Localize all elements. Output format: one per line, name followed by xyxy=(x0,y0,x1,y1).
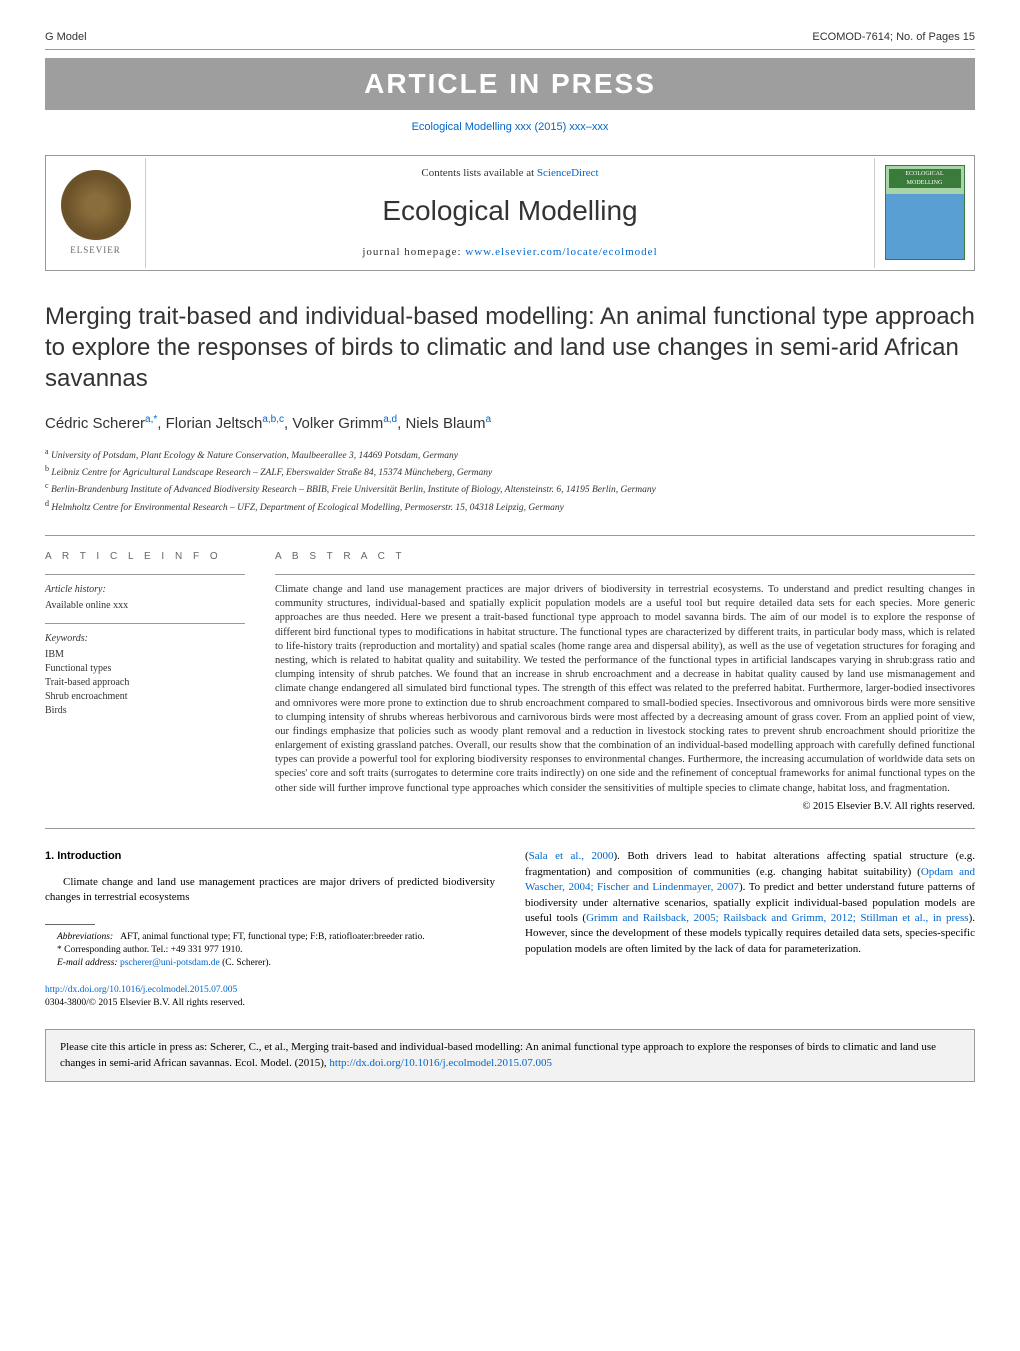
intro-para-2: (Sala et al., 2000). Both drivers lead t… xyxy=(525,849,975,957)
article-info: A R T I C L E I N F O Article history: A… xyxy=(45,550,245,814)
main-columns: 1. Introduction Climate change and land … xyxy=(45,849,975,1009)
abstract-column: A B S T R A C T Climate change and land … xyxy=(275,550,975,814)
email-link[interactable]: pscherer@uni-potsdam.de xyxy=(120,958,220,968)
ref-grimm[interactable]: Grimm and Railsback, 2005; Railsback and… xyxy=(586,912,968,924)
abstract-text: Climate change and land use management p… xyxy=(275,583,975,796)
keywords-label: Keywords: xyxy=(45,632,245,646)
author-2: Volker Grimma,d xyxy=(292,415,397,432)
elsevier-tree-icon xyxy=(61,170,131,240)
affiliation-d: d Helmholtz Centre for Environmental Res… xyxy=(45,498,975,515)
article-history-text: Available online xxx xyxy=(45,599,245,613)
issn-line: 0304-3800/© 2015 Elsevier B.V. All right… xyxy=(45,998,245,1008)
doi-link[interactable]: http://dx.doi.org/10.1016/j.ecolmodel.20… xyxy=(45,985,237,995)
article-info-heading: A R T I C L E I N F O xyxy=(45,550,245,564)
elsevier-label: ELSEVIER xyxy=(70,244,121,257)
gmodel-header: G Model ECOMOD-7614; No. of Pages 15 xyxy=(45,30,975,50)
keyword-4: Birds xyxy=(45,704,245,718)
footnote-abbrev: Abbreviations: AFT, animal functional ty… xyxy=(45,931,495,944)
homepage-prefix: journal homepage: xyxy=(362,246,465,258)
authors: Cédric Scherera,*, Florian Jeltscha,b,c,… xyxy=(45,413,975,434)
keyword-2: Trait-based approach xyxy=(45,676,245,690)
elsevier-logo: ELSEVIER xyxy=(46,158,146,268)
contents-lists: Contents lists available at ScienceDirec… xyxy=(156,166,864,181)
affiliation-b: b Leibniz Centre for Agricultural Landsc… xyxy=(45,463,975,480)
footnote-corresponding: * Corresponding author. Tel.: +49 331 97… xyxy=(45,944,495,957)
author-3: Niels Blauma xyxy=(405,415,491,432)
left-column: 1. Introduction Climate change and land … xyxy=(45,849,495,1009)
footnotes-divider xyxy=(45,924,95,925)
journal-ref-link[interactable]: Ecological Modelling xxx (2015) xxx–xxx xyxy=(412,121,609,133)
keyword-3: Shrub encroachment xyxy=(45,690,245,704)
abstract-heading: A B S T R A C T xyxy=(275,550,975,564)
journal-ref-line: Ecological Modelling xxx (2015) xxx–xxx xyxy=(45,120,975,135)
journal-name: Ecological Modelling xyxy=(156,191,864,230)
affiliation-c: c Berlin-Brandenburg Institute of Advanc… xyxy=(45,480,975,497)
introduction-heading: 1. Introduction xyxy=(45,849,495,864)
right-column: (Sala et al., 2000). Both drivers lead t… xyxy=(525,849,975,1009)
cover-thumb-label: ECOLOGICAL MODELLING xyxy=(889,169,961,188)
keyword-0: IBM xyxy=(45,648,245,662)
author-0: Cédric Scherera,* xyxy=(45,415,157,432)
sciencedirect-link[interactable]: ScienceDirect xyxy=(537,167,599,179)
intro-para-1: Climate change and land use management p… xyxy=(45,875,495,906)
doi-block: http://dx.doi.org/10.1016/j.ecolmodel.20… xyxy=(45,984,495,1009)
keyword-1: Functional types xyxy=(45,662,245,676)
abstract-copyright: © 2015 Elsevier B.V. All rights reserved… xyxy=(275,800,975,815)
contents-lists-prefix: Contents lists available at xyxy=(421,167,536,179)
footnote-email: E-mail address: pscherer@uni-potsdam.de … xyxy=(45,957,495,970)
journal-homepage: journal homepage: www.elsevier.com/locat… xyxy=(156,245,864,260)
journal-cover: ECOLOGICAL MODELLING xyxy=(874,158,974,268)
cover-thumbnail: ECOLOGICAL MODELLING xyxy=(885,165,965,260)
journal-header: ELSEVIER Contents lists available at Sci… xyxy=(45,155,975,271)
journal-center: Contents lists available at ScienceDirec… xyxy=(146,156,874,270)
affiliation-a: a University of Potsdam, Plant Ecology &… xyxy=(45,446,975,463)
citation-doi-link[interactable]: http://dx.doi.org/10.1016/j.ecolmodel.20… xyxy=(329,1057,552,1069)
article-title: Merging trait-based and individual-based… xyxy=(45,301,975,395)
article-history-label: Article history: xyxy=(45,583,245,597)
info-abstract-row: A R T I C L E I N F O Article history: A… xyxy=(45,535,975,829)
gmodel-code: ECOMOD-7614; No. of Pages 15 xyxy=(812,30,975,45)
author-1: Florian Jeltscha,b,c xyxy=(166,415,284,432)
affiliations: a University of Potsdam, Plant Ecology &… xyxy=(45,446,975,516)
homepage-link[interactable]: www.elsevier.com/locate/ecolmodel xyxy=(465,246,657,258)
gmodel-label: G Model xyxy=(45,30,87,45)
ref-sala[interactable]: Sala et al., 2000 xyxy=(529,850,614,862)
article-in-press-banner: ARTICLE IN PRESS xyxy=(45,58,975,109)
footnotes: Abbreviations: AFT, animal functional ty… xyxy=(45,931,495,971)
citation-box: Please cite this article in press as: Sc… xyxy=(45,1029,975,1082)
